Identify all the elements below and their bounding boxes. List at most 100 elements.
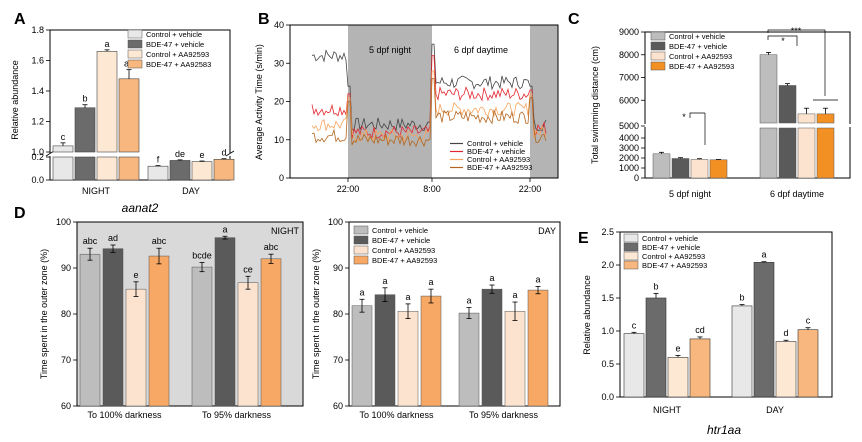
panel-a-bar bbox=[147, 165, 169, 181]
panel-a-sig-label: c bbox=[61, 132, 66, 142]
panel-e-title: htr1aa bbox=[707, 423, 741, 437]
panel-b-ticklabel-1: 30 bbox=[274, 58, 284, 68]
panel-b-legend-label-3: BDE-47 + AA92593 bbox=[467, 163, 532, 172]
panel-c-upper-ticklabel-1: 8000 bbox=[619, 50, 639, 60]
panel-d-day-bar bbox=[420, 295, 442, 407]
panel-e-bar bbox=[797, 329, 819, 398]
panel-a-bar-lower bbox=[118, 156, 140, 181]
panel-e-ticklabel-2: 1.5 bbox=[601, 293, 614, 303]
panel-a-sig-label: d bbox=[221, 148, 226, 158]
panel-c-legend-label-2: Control + AA92593 bbox=[669, 52, 732, 61]
panel-d-day-bar bbox=[458, 312, 480, 407]
panel-c-legend-label-3: BDE-47 + AA92593 bbox=[669, 62, 734, 71]
panel-d-day-legend-label-1: BDE-47 + vehicle bbox=[372, 236, 430, 245]
panel-d-day-sig-label: a bbox=[466, 296, 471, 306]
panel-d-night-sig-label: abc bbox=[264, 242, 279, 252]
panel-c-bar-lower bbox=[778, 127, 797, 179]
panel-b-legend-label-0: Control + vehicle bbox=[467, 139, 523, 148]
panel-d-night-xlabel-1: To 95% darkness bbox=[202, 410, 272, 420]
panel-d-night-sig-label: abc bbox=[83, 236, 98, 246]
panel-e-legend-swatch-2 bbox=[623, 251, 639, 261]
panel-e-ticklabel-5: 0.0 bbox=[601, 392, 614, 402]
panel-a-bar bbox=[169, 160, 191, 181]
panel-d-letter: D bbox=[14, 205, 26, 222]
panel-a-sig-label: e bbox=[199, 150, 204, 160]
panel-d-night-bar bbox=[214, 237, 236, 407]
panel-a-bar-lower bbox=[96, 156, 118, 181]
panel-a-ylabel: Relative abundance bbox=[10, 60, 20, 140]
panel-e-sig-label: b bbox=[739, 293, 744, 303]
panel-c-lower-ticklabel-1: 3000 bbox=[619, 143, 639, 153]
panel-c-bracket-day-2 bbox=[767, 29, 826, 96]
panel-b-shade-label-night: 5 dpf night bbox=[369, 45, 412, 55]
panel-b-letter: B bbox=[258, 11, 270, 28]
panel-d-night-ylabel: Time spent in the outer zone (%) bbox=[39, 249, 49, 379]
panel-a-bar bbox=[74, 107, 96, 153]
panel-c-bar bbox=[797, 113, 816, 124]
panel-a-axis-break-gap bbox=[47, 153, 233, 156]
panel-d-day-sig-label: a bbox=[535, 274, 540, 284]
panel-a-xlabel-1: DAY bbox=[182, 186, 200, 196]
panel-d-night-sig-label: bcde bbox=[192, 250, 212, 260]
panel-d-night-bar bbox=[148, 255, 170, 407]
panel-e-legend-label-2: Control + AA92593 bbox=[642, 252, 705, 261]
panel-c-xlabel-1: 6 dpf daytime bbox=[770, 189, 824, 199]
panel-c-lower-ticklabel-3: 1000 bbox=[619, 163, 639, 173]
panel-e-bar bbox=[623, 333, 645, 398]
panel-b-series-line-3 bbox=[311, 78, 547, 148]
panel-d-day-ylabel: Time spent in the outer zone (%) bbox=[311, 249, 321, 379]
panel-b-shade-label-day: 6 dpf daytime bbox=[454, 45, 508, 55]
panel-a-bar-lower bbox=[52, 156, 74, 181]
panel-e-frame bbox=[619, 231, 833, 398]
panel-c-bar bbox=[759, 54, 778, 124]
panel-a-sig-label: a bbox=[104, 39, 109, 49]
panel-c-legend-label-0: Control + vehicle bbox=[669, 32, 725, 41]
panel-c-legend-label-1: BDE-47 + vehicle bbox=[669, 42, 727, 51]
panel-e-legend-swatch-3 bbox=[623, 260, 639, 270]
panel-e-sig-label: d bbox=[783, 328, 788, 338]
panel-d-night-bar bbox=[260, 258, 282, 407]
panel-b-ticklabel-2: 20 bbox=[274, 97, 284, 107]
panel-a-lower-ticklabel-0: 0.2 bbox=[31, 152, 44, 162]
panel-d-day-legend-label-0: Control + vehicle bbox=[372, 226, 428, 235]
panel-c-xlabel-0: 5 dpf night bbox=[669, 189, 712, 199]
panel-d-night-ticklabel-3: 70 bbox=[61, 355, 71, 365]
panel-c-bracket-night bbox=[689, 112, 705, 118]
panel-c-upper-ticklabel-3: 6000 bbox=[619, 95, 639, 105]
panel-e-bar bbox=[667, 357, 689, 398]
panel-c-letter: C bbox=[568, 11, 580, 28]
panel-b-xticklabel-0: 22:00 bbox=[337, 184, 360, 194]
panel-d-day-sig-label: a bbox=[512, 290, 517, 300]
panel-b-ticklabel-4: 0 bbox=[279, 173, 284, 183]
panel-d-night-ticklabel-2: 80 bbox=[61, 309, 71, 319]
panel-d-day-legend-label-3: BDE-47 + AA92593 bbox=[372, 256, 437, 265]
panel-c-upper-ticklabel-2: 7000 bbox=[619, 73, 639, 83]
panel-a-letter: A bbox=[14, 11, 26, 28]
panel-d-day-ticklabel-2: 80 bbox=[333, 309, 343, 319]
panel-a-bar bbox=[191, 161, 213, 181]
panel-a-upper-ticklabel-2: 1.4 bbox=[31, 86, 44, 96]
panel-e-xlabel-1: DAY bbox=[766, 405, 784, 415]
panel-d-day-legend-swatch-0 bbox=[353, 225, 369, 235]
panel-e-ylabel: Relative abundance bbox=[582, 275, 592, 355]
panel-d-night-sig-label: ce bbox=[243, 264, 253, 274]
panel-c-bar bbox=[652, 153, 671, 179]
panel-e-sig-label: a bbox=[761, 250, 766, 260]
panel-d-night-ticklabel-4: 60 bbox=[61, 401, 71, 411]
panel-e-sig-label: c bbox=[632, 320, 637, 330]
panel-d-day-ticklabel-0: 100 bbox=[328, 217, 343, 227]
panel-a-legend-label-1: BDE-47 + vehicle bbox=[146, 40, 204, 49]
panel-e-bar bbox=[645, 297, 667, 398]
panel-c-legend-swatch-3 bbox=[650, 61, 666, 71]
panel-c-bar-lower bbox=[797, 127, 816, 179]
panel-d-day-sig-label: a bbox=[382, 276, 387, 286]
panel-c-annotation-2: *** bbox=[791, 26, 802, 36]
panel-d-night-sig-label: abc bbox=[152, 236, 167, 246]
panel-b-ylabel: Average Activity Time (s/min) bbox=[254, 44, 264, 160]
panel-c-ylabel: Total swimming distance (cm) bbox=[590, 46, 600, 164]
panel-e-ticklabel-1: 2.0 bbox=[601, 260, 614, 270]
panel-a-legend-swatch-2 bbox=[127, 49, 143, 59]
panel-e-legend-swatch-0 bbox=[623, 233, 639, 243]
panel-e-legend-label-1: BDE-47 + vehicle bbox=[642, 243, 700, 252]
panel-b-ticklabel-0: 40 bbox=[274, 20, 284, 30]
